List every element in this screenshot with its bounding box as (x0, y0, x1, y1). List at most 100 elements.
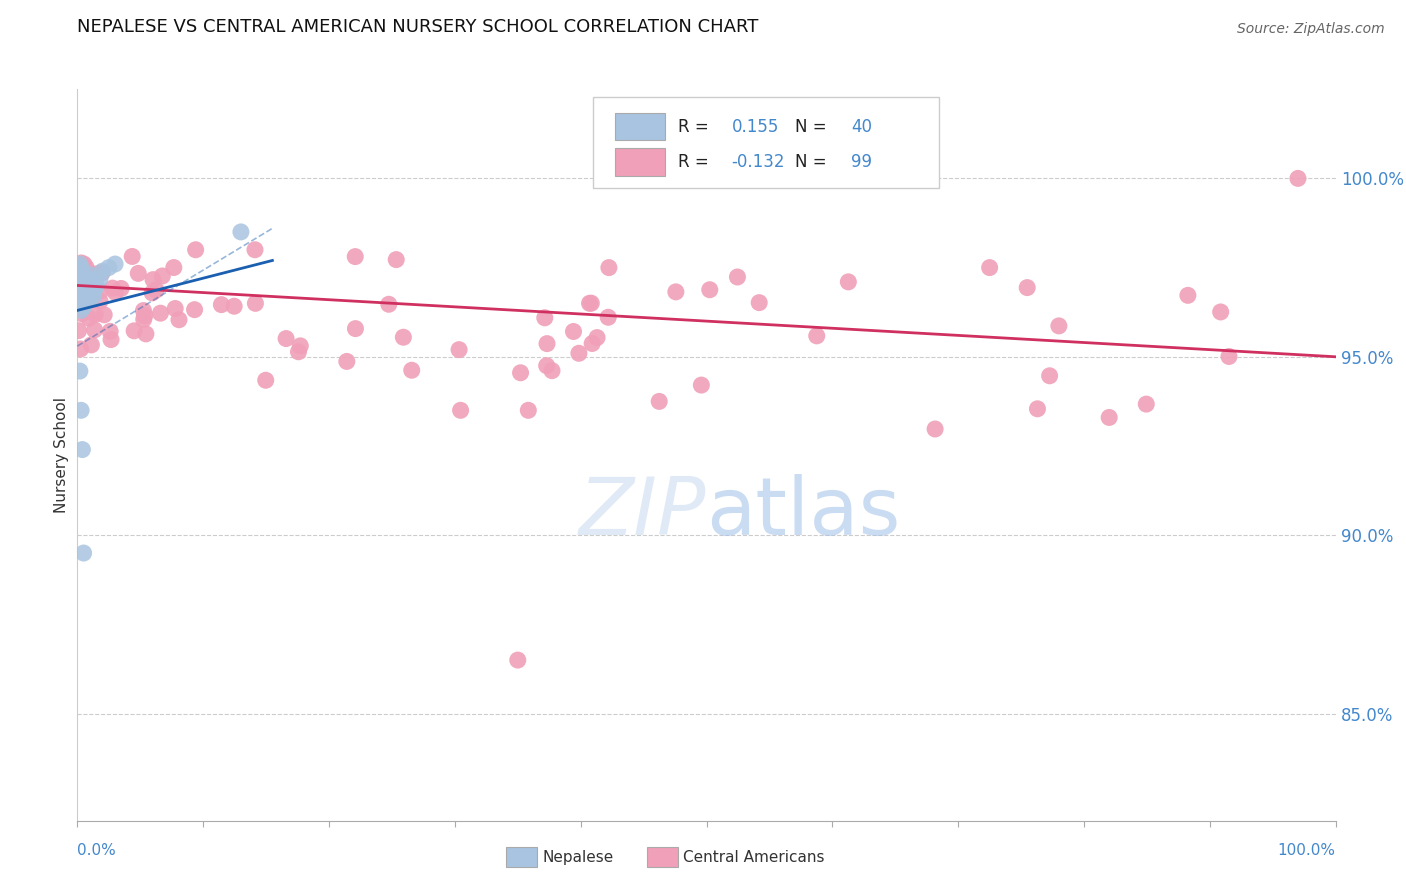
Point (73, 277, 96, 291)
FancyBboxPatch shape (593, 96, 939, 188)
Text: ZIP: ZIP (579, 475, 707, 552)
Text: N =: N = (794, 118, 831, 136)
Point (77, 278, 100, 293)
Point (287, 344, 309, 359)
Point (581, 336, 603, 351)
Point (229, 225, 252, 239)
Point (76, 285, 98, 300)
Point (401, 363, 423, 377)
Point (97, 260, 120, 275)
Point (1218, 350, 1240, 364)
Point (536, 336, 558, 351)
Point (1026, 401, 1049, 416)
Point (167, 312, 190, 326)
Point (79, 268, 101, 282)
Point (209, 298, 232, 312)
Point (725, 270, 748, 285)
Point (83, 267, 105, 281)
Point (70, 303, 93, 318)
Text: NEPALESE VS CENTRAL AMERICAN NURSERY SCHOOL CORRELATION CHART: NEPALESE VS CENTRAL AMERICAN NURSERY SCH… (77, 18, 759, 36)
Point (748, 295, 770, 310)
Point (1177, 288, 1199, 302)
Point (69, 257, 91, 271)
Point (67, 324, 90, 338)
Point (70, 289, 93, 303)
Text: Nepalese: Nepalese (543, 850, 614, 864)
Point (134, 309, 156, 323)
Point (69, 275, 91, 289)
Point (509, 366, 531, 380)
Point (1017, 280, 1039, 294)
Point (75, 287, 97, 301)
Point (924, 422, 946, 436)
Point (541, 364, 564, 378)
Text: 100.0%: 100.0% (1278, 843, 1336, 858)
Point (141, 285, 163, 300)
Text: 0.0%: 0.0% (77, 843, 117, 858)
Point (83, 289, 105, 303)
Point (378, 297, 401, 311)
Point (135, 326, 157, 341)
Text: atlas: atlas (707, 475, 901, 552)
Point (665, 285, 688, 299)
Point (254, 373, 277, 387)
Point (67, 285, 90, 300)
Text: Source: ZipAtlas.com: Source: ZipAtlas.com (1237, 21, 1385, 36)
Point (392, 330, 415, 344)
Text: -0.132: -0.132 (731, 153, 785, 170)
Point (1286, 171, 1309, 186)
Point (73, 293, 96, 307)
Point (67, 289, 90, 303)
Text: Central Americans: Central Americans (683, 850, 825, 864)
Point (122, 324, 145, 338)
Point (72, 442, 94, 457)
Text: R =: R = (678, 118, 714, 136)
Point (290, 339, 312, 353)
Point (80, 278, 103, 293)
Point (837, 275, 859, 289)
Point (165, 301, 187, 316)
Point (70, 256, 93, 270)
Point (132, 303, 155, 318)
Point (82, 285, 104, 300)
Point (72, 268, 94, 282)
Point (517, 403, 540, 417)
Point (70, 307, 93, 321)
Point (73, 297, 96, 311)
Point (79, 282, 101, 296)
Point (183, 302, 205, 317)
Point (578, 296, 600, 310)
Point (84, 278, 107, 293)
Point (76, 271, 98, 285)
Text: 0.155: 0.155 (731, 118, 779, 136)
Point (72, 285, 94, 300)
Point (73, 278, 96, 293)
Point (145, 283, 167, 297)
Point (100, 333, 122, 347)
Point (127, 266, 149, 280)
Point (77, 311, 100, 326)
Point (121, 250, 143, 264)
Text: 40: 40 (851, 118, 872, 136)
Point (344, 250, 367, 264)
Point (91, 264, 114, 278)
Point (84, 282, 107, 296)
Point (184, 243, 207, 257)
Point (98, 324, 121, 338)
Point (149, 306, 172, 320)
Point (806, 329, 828, 343)
Point (72, 271, 94, 285)
Point (243, 243, 266, 257)
Point (1098, 410, 1121, 425)
Point (586, 330, 609, 344)
Point (69, 289, 91, 303)
Point (70, 299, 93, 313)
Point (245, 296, 267, 310)
Point (690, 378, 713, 392)
Point (69, 342, 91, 356)
Point (110, 281, 132, 295)
Point (336, 354, 359, 368)
Point (562, 325, 585, 339)
Point (1135, 397, 1157, 411)
Point (344, 321, 367, 335)
